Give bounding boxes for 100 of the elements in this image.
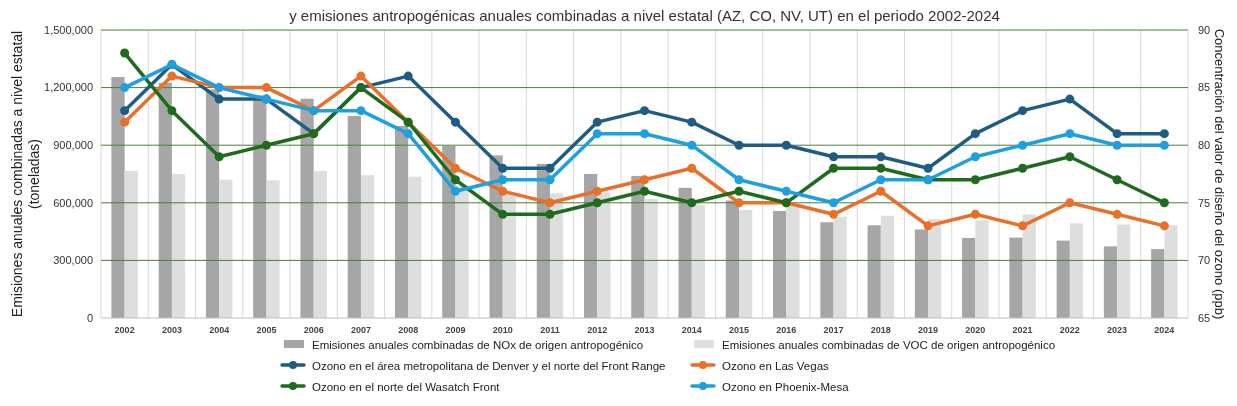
point bbox=[120, 106, 130, 116]
point bbox=[640, 106, 649, 116]
bar bbox=[360, 175, 375, 318]
bar bbox=[219, 179, 233, 318]
point bbox=[876, 186, 886, 196]
point bbox=[545, 175, 555, 185]
bar bbox=[928, 219, 942, 318]
bar bbox=[725, 200, 740, 318]
point bbox=[640, 186, 649, 196]
x-tick-label: 2006 bbox=[303, 325, 324, 335]
x-tick-label: 2021 bbox=[1012, 325, 1033, 335]
bar bbox=[597, 192, 611, 318]
y2-tick-label: 75 bbox=[1198, 196, 1211, 209]
y2-tick-label: 80 bbox=[1198, 139, 1211, 152]
bar bbox=[171, 174, 186, 318]
point bbox=[1112, 175, 1122, 185]
y-tick-label: 900,000 bbox=[53, 139, 93, 152]
x-tick-label: 2004 bbox=[209, 325, 230, 335]
point bbox=[1018, 106, 1028, 116]
point bbox=[970, 175, 980, 185]
point bbox=[923, 221, 933, 231]
x-tick-label: 2011 bbox=[540, 325, 560, 335]
point bbox=[829, 152, 839, 162]
bar bbox=[631, 175, 645, 318]
bar bbox=[266, 180, 280, 318]
bar bbox=[111, 77, 125, 318]
point bbox=[592, 198, 602, 208]
bar bbox=[820, 222, 834, 318]
legend-label: Emisiones anuales combinadas de VOC de origen antropogénico bbox=[722, 339, 1056, 351]
y-axis-title: Emisiones anuales combinadas a nivel estatal (toneladas) bbox=[9, 30, 42, 318]
bar bbox=[867, 225, 881, 318]
bar bbox=[880, 215, 895, 318]
point bbox=[1018, 140, 1028, 150]
x-tick-label: 2002 bbox=[114, 325, 135, 335]
x-tick-label: 2013 bbox=[634, 325, 655, 335]
point bbox=[167, 71, 177, 81]
point bbox=[1112, 129, 1122, 139]
point bbox=[592, 117, 602, 127]
point bbox=[1065, 129, 1075, 139]
point bbox=[1159, 140, 1169, 150]
point bbox=[498, 175, 508, 185]
point bbox=[1065, 152, 1075, 162]
point bbox=[970, 209, 980, 219]
point bbox=[640, 129, 649, 139]
bar bbox=[1151, 249, 1165, 318]
point bbox=[403, 71, 413, 81]
bar bbox=[1069, 223, 1084, 318]
point bbox=[498, 186, 508, 196]
bar bbox=[962, 237, 976, 318]
point bbox=[1112, 140, 1122, 150]
point bbox=[1159, 198, 1169, 208]
x-tick-label: 2020 bbox=[965, 325, 986, 335]
point bbox=[120, 117, 130, 127]
bar bbox=[584, 174, 598, 318]
point bbox=[970, 129, 980, 139]
point bbox=[1159, 221, 1169, 231]
y-tick-label: 0 bbox=[86, 311, 93, 324]
point bbox=[450, 175, 460, 185]
chart-title: y emisiones antropogénicas anuales combinadas a nivel estatal (AZ, CO, NV, UT) en el periodo 2002-2024 bbox=[289, 7, 1000, 24]
bar bbox=[678, 187, 692, 318]
point bbox=[829, 209, 839, 219]
bar bbox=[644, 198, 658, 318]
point bbox=[498, 163, 508, 173]
point bbox=[734, 175, 744, 185]
point bbox=[687, 140, 697, 150]
point bbox=[214, 94, 224, 104]
bar bbox=[1022, 214, 1036, 318]
x-tick-label: 2008 bbox=[398, 325, 419, 335]
point bbox=[923, 163, 933, 173]
point bbox=[781, 140, 791, 150]
point bbox=[545, 198, 555, 208]
point bbox=[1159, 129, 1169, 139]
point bbox=[1112, 209, 1122, 219]
bar bbox=[1056, 240, 1070, 318]
bar bbox=[1103, 246, 1118, 318]
point bbox=[356, 71, 366, 81]
bar bbox=[786, 205, 800, 318]
point bbox=[450, 163, 460, 173]
x-tick-label: 2017 bbox=[823, 325, 844, 335]
bar bbox=[347, 116, 361, 318]
point bbox=[640, 175, 649, 185]
bar bbox=[253, 95, 267, 318]
bar bbox=[773, 211, 787, 318]
bar bbox=[1117, 224, 1131, 318]
x-tick-label: 2009 bbox=[445, 325, 466, 335]
y2-tick-label: 85 bbox=[1198, 81, 1211, 94]
point bbox=[592, 129, 602, 139]
bar bbox=[455, 185, 469, 318]
bar bbox=[691, 204, 705, 318]
bar bbox=[205, 89, 220, 318]
point bbox=[1065, 198, 1075, 208]
bar bbox=[1164, 225, 1178, 318]
point bbox=[450, 186, 460, 196]
point bbox=[120, 83, 130, 93]
bar bbox=[739, 209, 753, 318]
x-tick-label: 2018 bbox=[870, 325, 891, 335]
legend-label: Ozono en Las Vegas bbox=[722, 360, 830, 372]
bar bbox=[300, 98, 314, 318]
x-tick-label: 2005 bbox=[256, 325, 277, 335]
bar bbox=[975, 220, 989, 318]
